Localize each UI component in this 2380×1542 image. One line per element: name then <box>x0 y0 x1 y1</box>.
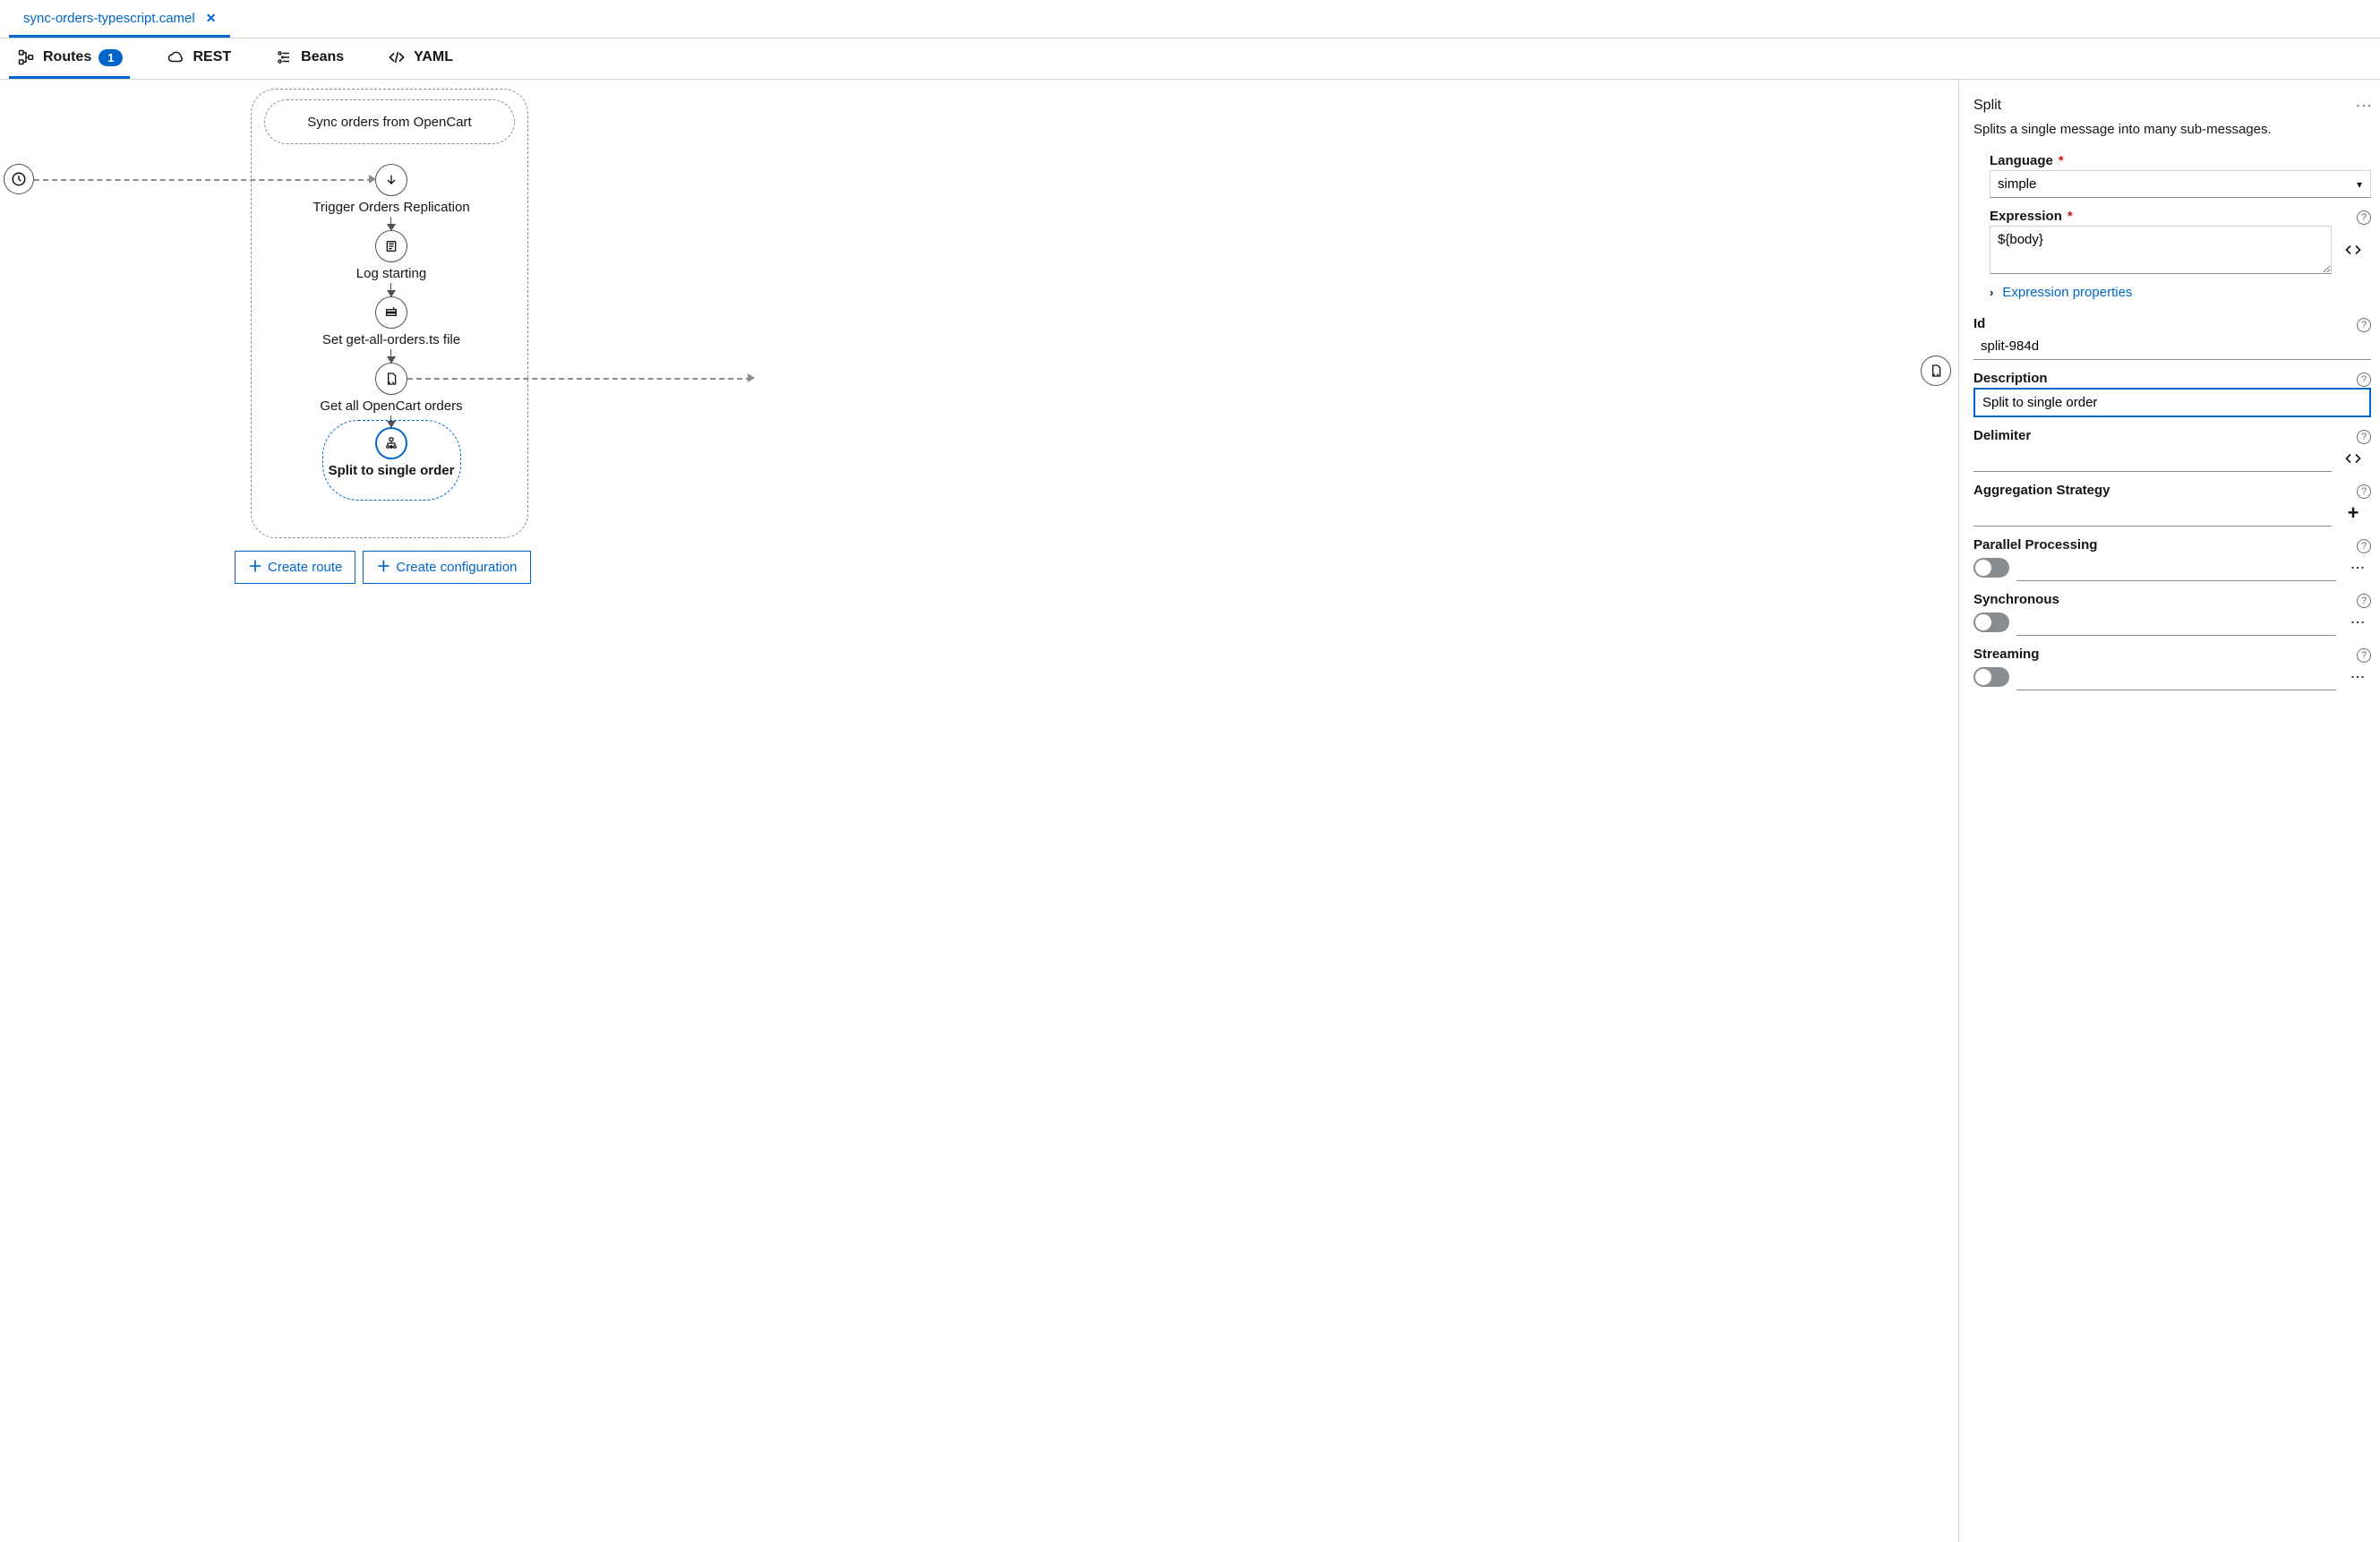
create-route-button[interactable]: ＋ Create route <box>235 551 355 584</box>
panel-description: Splits a single message into many sub-me… <box>1973 122 2371 137</box>
view-tab-strip: Routes 1 REST Beans YAML <box>0 39 2380 80</box>
expression-properties-toggle[interactable]: › Expression properties <box>1990 285 2371 300</box>
code-icon <box>387 47 407 67</box>
help-icon[interactable]: ? <box>2357 373 2371 387</box>
canvas-actions: ＋ Create route ＋ Create configuration <box>235 551 531 584</box>
tab-rest-label: REST <box>193 49 231 65</box>
plus-icon: ＋ <box>248 561 262 575</box>
description-input[interactable] <box>1973 388 2371 417</box>
help-icon[interactable]: ? <box>2357 484 2371 499</box>
file-tab-strip: sync-orders-typescript.camel ✕ <box>0 0 2380 39</box>
language-select[interactable]: simple <box>1990 170 2371 198</box>
aggregation-strategy-add-button[interactable]: + <box>2335 500 2371 527</box>
help-icon[interactable]: ? <box>2357 210 2371 225</box>
field-aggregation-strategy: Aggregation Strategy ? + <box>1973 483 2371 527</box>
beans-icon <box>274 47 294 67</box>
tab-beans[interactable]: Beans <box>267 39 351 79</box>
route-title[interactable]: Sync orders from OpenCart <box>264 99 515 144</box>
help-icon[interactable]: ? <box>2357 539 2371 553</box>
file-ref-node[interactable] <box>1921 356 1951 386</box>
plus-icon: ＋ <box>376 561 390 575</box>
node-log[interactable] <box>375 230 407 262</box>
tab-beans-label: Beans <box>301 49 344 65</box>
node-set-file[interactable] <box>375 296 407 329</box>
chevron-right-icon: › <box>1990 286 1993 299</box>
field-description: Description ? <box>1973 371 2371 417</box>
delimiter-input[interactable] <box>1973 445 2332 472</box>
timer-node[interactable] <box>4 164 34 194</box>
tab-routes-label: Routes <box>43 49 91 65</box>
node-trigger-label: Trigger Orders Replication <box>302 200 481 215</box>
synchronous-toggle[interactable] <box>1973 613 2009 632</box>
required-marker: * <box>2059 153 2064 168</box>
close-icon[interactable]: ✕ <box>206 11 217 26</box>
node-set-file-label: Set get-all-orders.ts file <box>302 332 481 347</box>
node-split[interactable] <box>375 427 407 459</box>
edge-arrow <box>748 373 755 382</box>
delimiter-code-button[interactable] <box>2335 445 2371 472</box>
node-split-label: Split to single order <box>311 463 472 478</box>
diagram-canvas[interactable]: Sync orders from OpenCart Trigger Orders… <box>0 80 1959 1542</box>
main-area: Sync orders from OpenCart Trigger Orders… <box>0 80 2380 1542</box>
parallel-processing-toggle[interactable] <box>1973 558 2009 578</box>
properties-panel: Split ⋮ Splits a single message into man… <box>1959 80 2380 1542</box>
help-icon[interactable]: ? <box>2357 318 2371 332</box>
field-delimiter: Delimiter ? <box>1973 428 2371 472</box>
required-marker: * <box>2068 209 2073 224</box>
file-tab[interactable]: sync-orders-typescript.camel ✕ <box>9 2 230 38</box>
id-input[interactable] <box>1973 333 2371 360</box>
synchronous-menu[interactable]: ⋮ <box>2343 615 2371 630</box>
node-get-orders[interactable] <box>375 363 407 395</box>
panel-menu-icon[interactable]: ⋮ <box>2356 94 2371 116</box>
edge-file-ref <box>407 378 751 380</box>
help-icon[interactable]: ? <box>2357 648 2371 663</box>
file-tab-name: sync-orders-typescript.camel <box>23 11 195 26</box>
field-parallel-processing: Parallel Processing ? ⋮ <box>1973 537 2371 581</box>
parallel-processing-value[interactable] <box>2016 554 2336 581</box>
streaming-menu[interactable]: ⋮ <box>2343 670 2371 684</box>
node-trigger[interactable] <box>375 164 407 196</box>
field-streaming: Streaming ? ⋮ <box>1973 647 2371 690</box>
help-icon[interactable]: ? <box>2357 594 2371 608</box>
tab-yaml[interactable]: YAML <box>380 39 460 79</box>
synchronous-value[interactable] <box>2016 609 2336 636</box>
tab-yaml-label: YAML <box>414 49 453 65</box>
expression-code-button[interactable] <box>2335 226 2371 274</box>
field-language: Language * simple <box>1990 153 2371 198</box>
field-expression: Expression * ? ${body} <box>1990 209 2371 274</box>
cloud-icon <box>166 47 185 67</box>
routes-icon <box>16 47 36 67</box>
expression-input[interactable]: ${body} <box>1990 226 2332 274</box>
help-icon[interactable]: ? <box>2357 430 2371 444</box>
tab-rest[interactable]: REST <box>158 39 238 79</box>
field-id: Id ? <box>1973 316 2371 360</box>
panel-title: Split <box>1973 98 2001 114</box>
routes-count-badge: 1 <box>98 49 123 66</box>
field-synchronous: Synchronous ? ⋮ <box>1973 592 2371 636</box>
streaming-value[interactable] <box>2016 664 2336 690</box>
node-log-label: Log starting <box>302 266 481 281</box>
tab-routes[interactable]: Routes 1 <box>9 39 130 79</box>
parallel-processing-menu[interactable]: ⋮ <box>2343 561 2371 575</box>
node-get-orders-label: Get all OpenCart orders <box>302 398 481 414</box>
aggregation-strategy-input[interactable] <box>1973 500 2332 527</box>
create-configuration-button[interactable]: ＋ Create configuration <box>363 551 530 584</box>
streaming-toggle[interactable] <box>1973 667 2009 687</box>
